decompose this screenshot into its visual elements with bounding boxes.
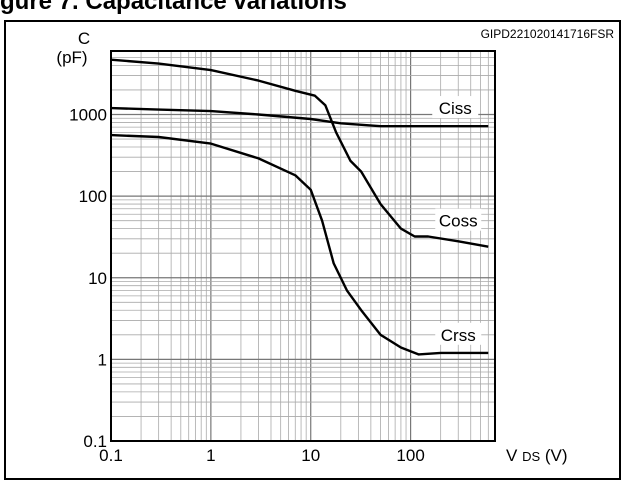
y-axis-label-unit: (pF) xyxy=(56,48,87,67)
series-label-background xyxy=(435,208,482,231)
chart-frame: 0.1 1 10 100 0.1 1 10 100 1000 Ciss Coss Crss GIPD2… xyxy=(4,20,621,480)
plot-border xyxy=(110,50,496,442)
capacitance-chart: 0.1 1 10 100 0.1 1 10 100 1000 Ciss Coss Crss GIPD2… xyxy=(56,27,615,465)
series-label-background xyxy=(432,96,479,119)
y-tick-label: 10 xyxy=(88,269,107,288)
x-axis-label-main: V xyxy=(506,446,518,465)
x-axis-label: V DS (V) xyxy=(506,446,568,465)
series-label-ciss: Ciss xyxy=(439,99,472,118)
x-tick-label: 10 xyxy=(301,446,320,465)
series-line-ciss xyxy=(110,106,489,128)
x-axis-label-unit: (V) xyxy=(545,446,568,465)
x-tick-label: 0.1 xyxy=(99,446,123,465)
figure-id-label: GIPD221020141716FSR xyxy=(481,27,615,41)
series-line-crss xyxy=(110,133,489,356)
series-label-crss: Crss xyxy=(441,326,476,345)
figure-title: gure 7. Capacitance variations xyxy=(0,0,347,15)
series-label-coss: Coss xyxy=(439,212,478,231)
y-axis-label-symbol: C xyxy=(78,29,90,48)
y-tick-label: 1000 xyxy=(69,106,107,125)
x-tick-label: 100 xyxy=(396,446,424,465)
y-tick-label: 0.1 xyxy=(83,432,107,451)
series-label-background xyxy=(435,322,482,345)
y-tick-label: 1 xyxy=(98,350,107,369)
series-line-coss xyxy=(110,58,489,248)
y-tick-label: 100 xyxy=(79,187,107,206)
x-tick-label: 1 xyxy=(206,446,215,465)
x-axis-label-subscript: DS xyxy=(522,449,540,464)
